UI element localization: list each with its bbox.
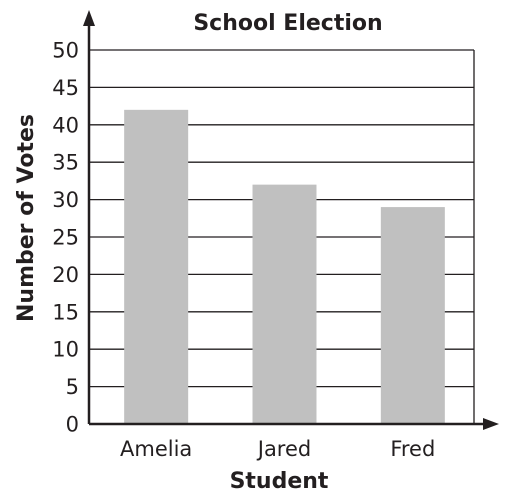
bar-jared <box>253 185 317 424</box>
x-axis-title: Student <box>230 469 329 494</box>
x-tick-label: Fred <box>390 437 435 461</box>
chart-title: School Election <box>193 11 382 36</box>
y-axis-title: Number of Votes <box>14 114 39 322</box>
x-tick-label: Jared <box>256 437 311 461</box>
y-tick-label: 5 <box>66 375 79 399</box>
y-tick-label: 30 <box>52 188 79 212</box>
y-tick-label: 45 <box>52 76 79 100</box>
y-tick-label: 10 <box>52 338 79 362</box>
x-tick-label: Amelia <box>120 437 192 461</box>
y-tick-labels: 0 5 10 15 20 25 30 35 40 45 50 <box>52 39 79 437</box>
y-tick-label: 40 <box>52 113 79 137</box>
y-tick-label: 25 <box>52 226 79 250</box>
y-tick-label: 35 <box>52 151 79 175</box>
y-tick-label: 0 <box>66 413 79 437</box>
bar-fred <box>381 207 445 424</box>
y-tick-label: 20 <box>52 263 79 287</box>
y-tick-label: 15 <box>52 300 79 324</box>
y-axis-arrow-icon <box>83 10 95 26</box>
x-tick-labels: Amelia Jared Fred <box>120 437 435 461</box>
bar-amelia <box>124 110 188 424</box>
x-axis-arrow-icon <box>483 418 499 430</box>
y-tick-label: 50 <box>52 39 79 63</box>
bars <box>124 110 445 424</box>
